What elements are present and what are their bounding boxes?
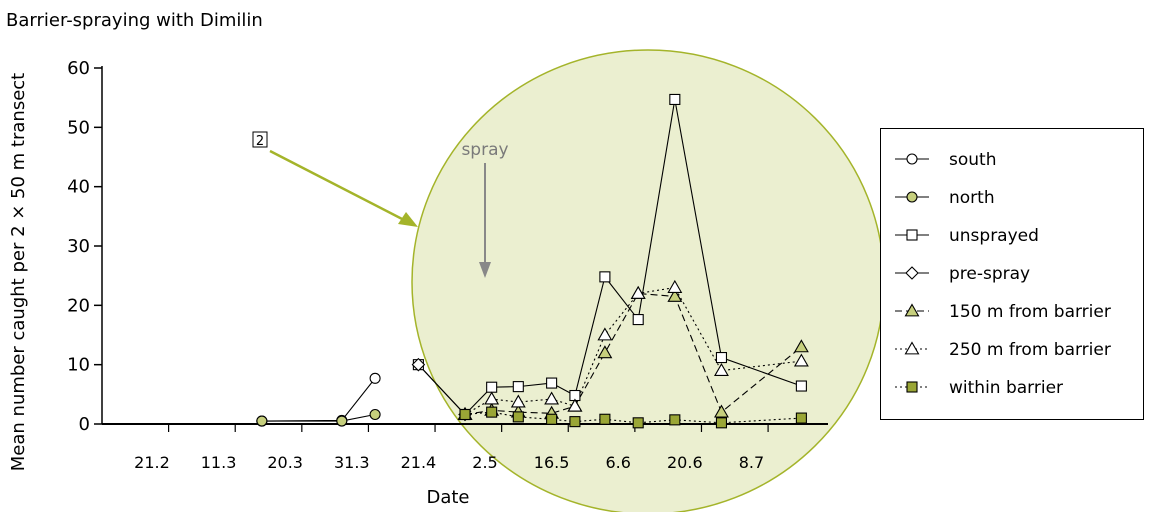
data-point-250-m-from-barrier	[597, 327, 613, 341]
data-point-unsprayed	[546, 377, 558, 389]
series-line-south	[261, 377, 376, 422]
data-point-unsprayed	[669, 93, 681, 105]
data-point-150-m-from-barrier	[597, 345, 613, 359]
data-point-within-barrier	[715, 417, 728, 429]
data-point-within-barrier	[669, 414, 681, 426]
data-point-unsprayed	[632, 314, 644, 326]
legend-label-unsprayed: unsprayed	[949, 226, 1039, 246]
data-point-250-m-from-barrier	[793, 353, 809, 367]
data-point-250-m-from-barrier	[714, 362, 729, 377]
legend-marker-150-m-from-barrier	[904, 303, 920, 317]
data-point-within-barrier	[632, 417, 644, 429]
data-point-north	[369, 408, 381, 421]
data-point-unsprayed	[715, 351, 728, 364]
x-tick-label: 21.4	[401, 453, 437, 472]
highlight-ellipse	[411, 49, 885, 512]
axes: 0 10 20 30 40 50 60	[67, 58, 828, 435]
y-axis-label: Mean number caught per 2 × 50 m transect	[8, 73, 29, 471]
spray-label: spray	[461, 140, 508, 160]
data-point-unsprayed	[599, 271, 611, 283]
data-point-250-m-from-barrier	[567, 398, 583, 412]
legend-label-250-m-from-barrier: 250 m from barrier	[949, 340, 1111, 360]
x-tick-label: 11.3	[201, 453, 237, 472]
series-line-pre-spray	[417, 364, 466, 415]
legend-label-150-m-from-barrier: 150 m from barrier	[949, 302, 1111, 322]
y-tick-label: 30	[67, 236, 90, 257]
legend-marker-unsprayed	[906, 229, 918, 241]
data-point-250-m-from-barrier	[510, 394, 526, 408]
legend-entries: south north unsprayed pre-spray 150 m from b…	[895, 150, 1111, 398]
annotation-arrow	[269, 149, 418, 227]
x-tick-label: 20.6	[667, 453, 703, 472]
spray-marker: spray	[461, 140, 509, 278]
x-tick-label: 2.5	[472, 453, 497, 472]
data-point-250-m-from-barrier	[630, 285, 646, 299]
x-tick-label: 21.2	[134, 453, 170, 472]
data-point-250-m-from-barrier	[484, 391, 500, 405]
y-tick-label: 20	[67, 295, 90, 316]
data-point-150-m-from-barrier	[793, 339, 809, 353]
annotation-box: 2	[252, 131, 268, 149]
data-point-north	[336, 415, 348, 427]
data-point-within-barrier	[486, 406, 498, 418]
y-tick-label: 60	[67, 58, 90, 79]
data-point-within-barrier	[459, 408, 471, 421]
series-markers	[256, 93, 809, 429]
legend-marker-250-m-from-barrier	[904, 341, 920, 355]
legend-label-pre-spray: pre-spray	[949, 264, 1030, 284]
legend-marker-within-barrier	[906, 381, 918, 393]
y-tick-label: 40	[67, 177, 90, 198]
data-point-unsprayed	[486, 381, 498, 393]
series-line-250-m-from-barrier	[464, 286, 802, 415]
data-point-unsprayed	[512, 381, 524, 393]
data-point-within-barrier	[512, 411, 524, 423]
legend: south north unsprayed pre-spray 150 m from b…	[880, 128, 1144, 420]
y-tick-label: 0	[79, 414, 90, 435]
x-tick-label: 31.3	[334, 453, 370, 472]
y-tick-label: 10	[67, 355, 90, 376]
data-point-unsprayed	[795, 380, 807, 392]
data-point-south	[369, 372, 381, 384]
data-point-250-m-from-barrier	[667, 279, 683, 293]
x-tick-labels: 21.2 11.3 20.3 31.3 21.4 2.5 16.5 6.6 20.6 8.7	[134, 453, 764, 472]
data-point-within-barrier	[546, 413, 558, 425]
x-axis-label: Date	[426, 487, 469, 508]
y-tick-label: 50	[67, 117, 90, 138]
annotation-box-label: 2	[256, 134, 264, 149]
x-tick-label: 16.5	[534, 453, 570, 472]
data-point-within-barrier	[569, 416, 581, 428]
x-tick-label: 8.7	[739, 453, 764, 472]
legend-label-south: south	[949, 150, 996, 170]
series-line-within-barrier	[464, 411, 802, 424]
legend-marker-pre-spray	[905, 266, 919, 280]
data-point-within-barrier	[599, 413, 611, 425]
data-point-north	[256, 415, 268, 427]
x-tick-label: 20.3	[267, 453, 303, 472]
chart-title: Barrier-spraying with Dimilin	[6, 10, 263, 31]
legend-label-within-barrier: within barrier	[949, 378, 1063, 398]
data-point-250-m-from-barrier	[544, 391, 560, 405]
legend-label-north: north	[949, 188, 995, 208]
data-point-150-m-from-barrier	[714, 404, 729, 418]
legend-marker-north	[906, 191, 918, 203]
x-tick-label: 6.6	[605, 453, 630, 472]
legend-marker-south	[906, 153, 918, 165]
data-point-within-barrier	[795, 412, 807, 424]
series-line-north	[261, 413, 376, 422]
data-point-150-m-from-barrier	[667, 288, 683, 302]
data-point-pre-spray	[411, 357, 426, 372]
